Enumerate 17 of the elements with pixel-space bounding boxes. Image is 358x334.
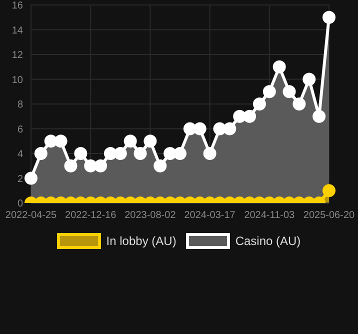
x-tick-label: 2023-08-02 [124,210,176,222]
y-tick-label: 0 [17,198,24,210]
y-tick-label: 4 [17,149,24,160]
y-tick-label: 14 [12,25,24,36]
y-tick-label: 10 [12,74,24,86]
y-tick-label: 8 [17,100,24,111]
x-tick-label: 2024-03-17 [184,210,236,222]
x-tick-label: 2025-06-20 [303,210,356,222]
legend-label: In lobby (AU) [106,234,176,248]
legend-label: Casino (AU) [235,234,301,248]
y-tick-label: 16 [12,0,24,12]
x-tick-label: 2022-12-16 [65,210,117,222]
y-tick-label: 2 [17,174,24,185]
y-tick-label: 6 [17,124,24,136]
y-tick-label: 12 [12,50,24,62]
x-tick-label: 2022-04-25 [5,210,58,222]
x-tick-label: 2024-11-03 [244,210,296,222]
